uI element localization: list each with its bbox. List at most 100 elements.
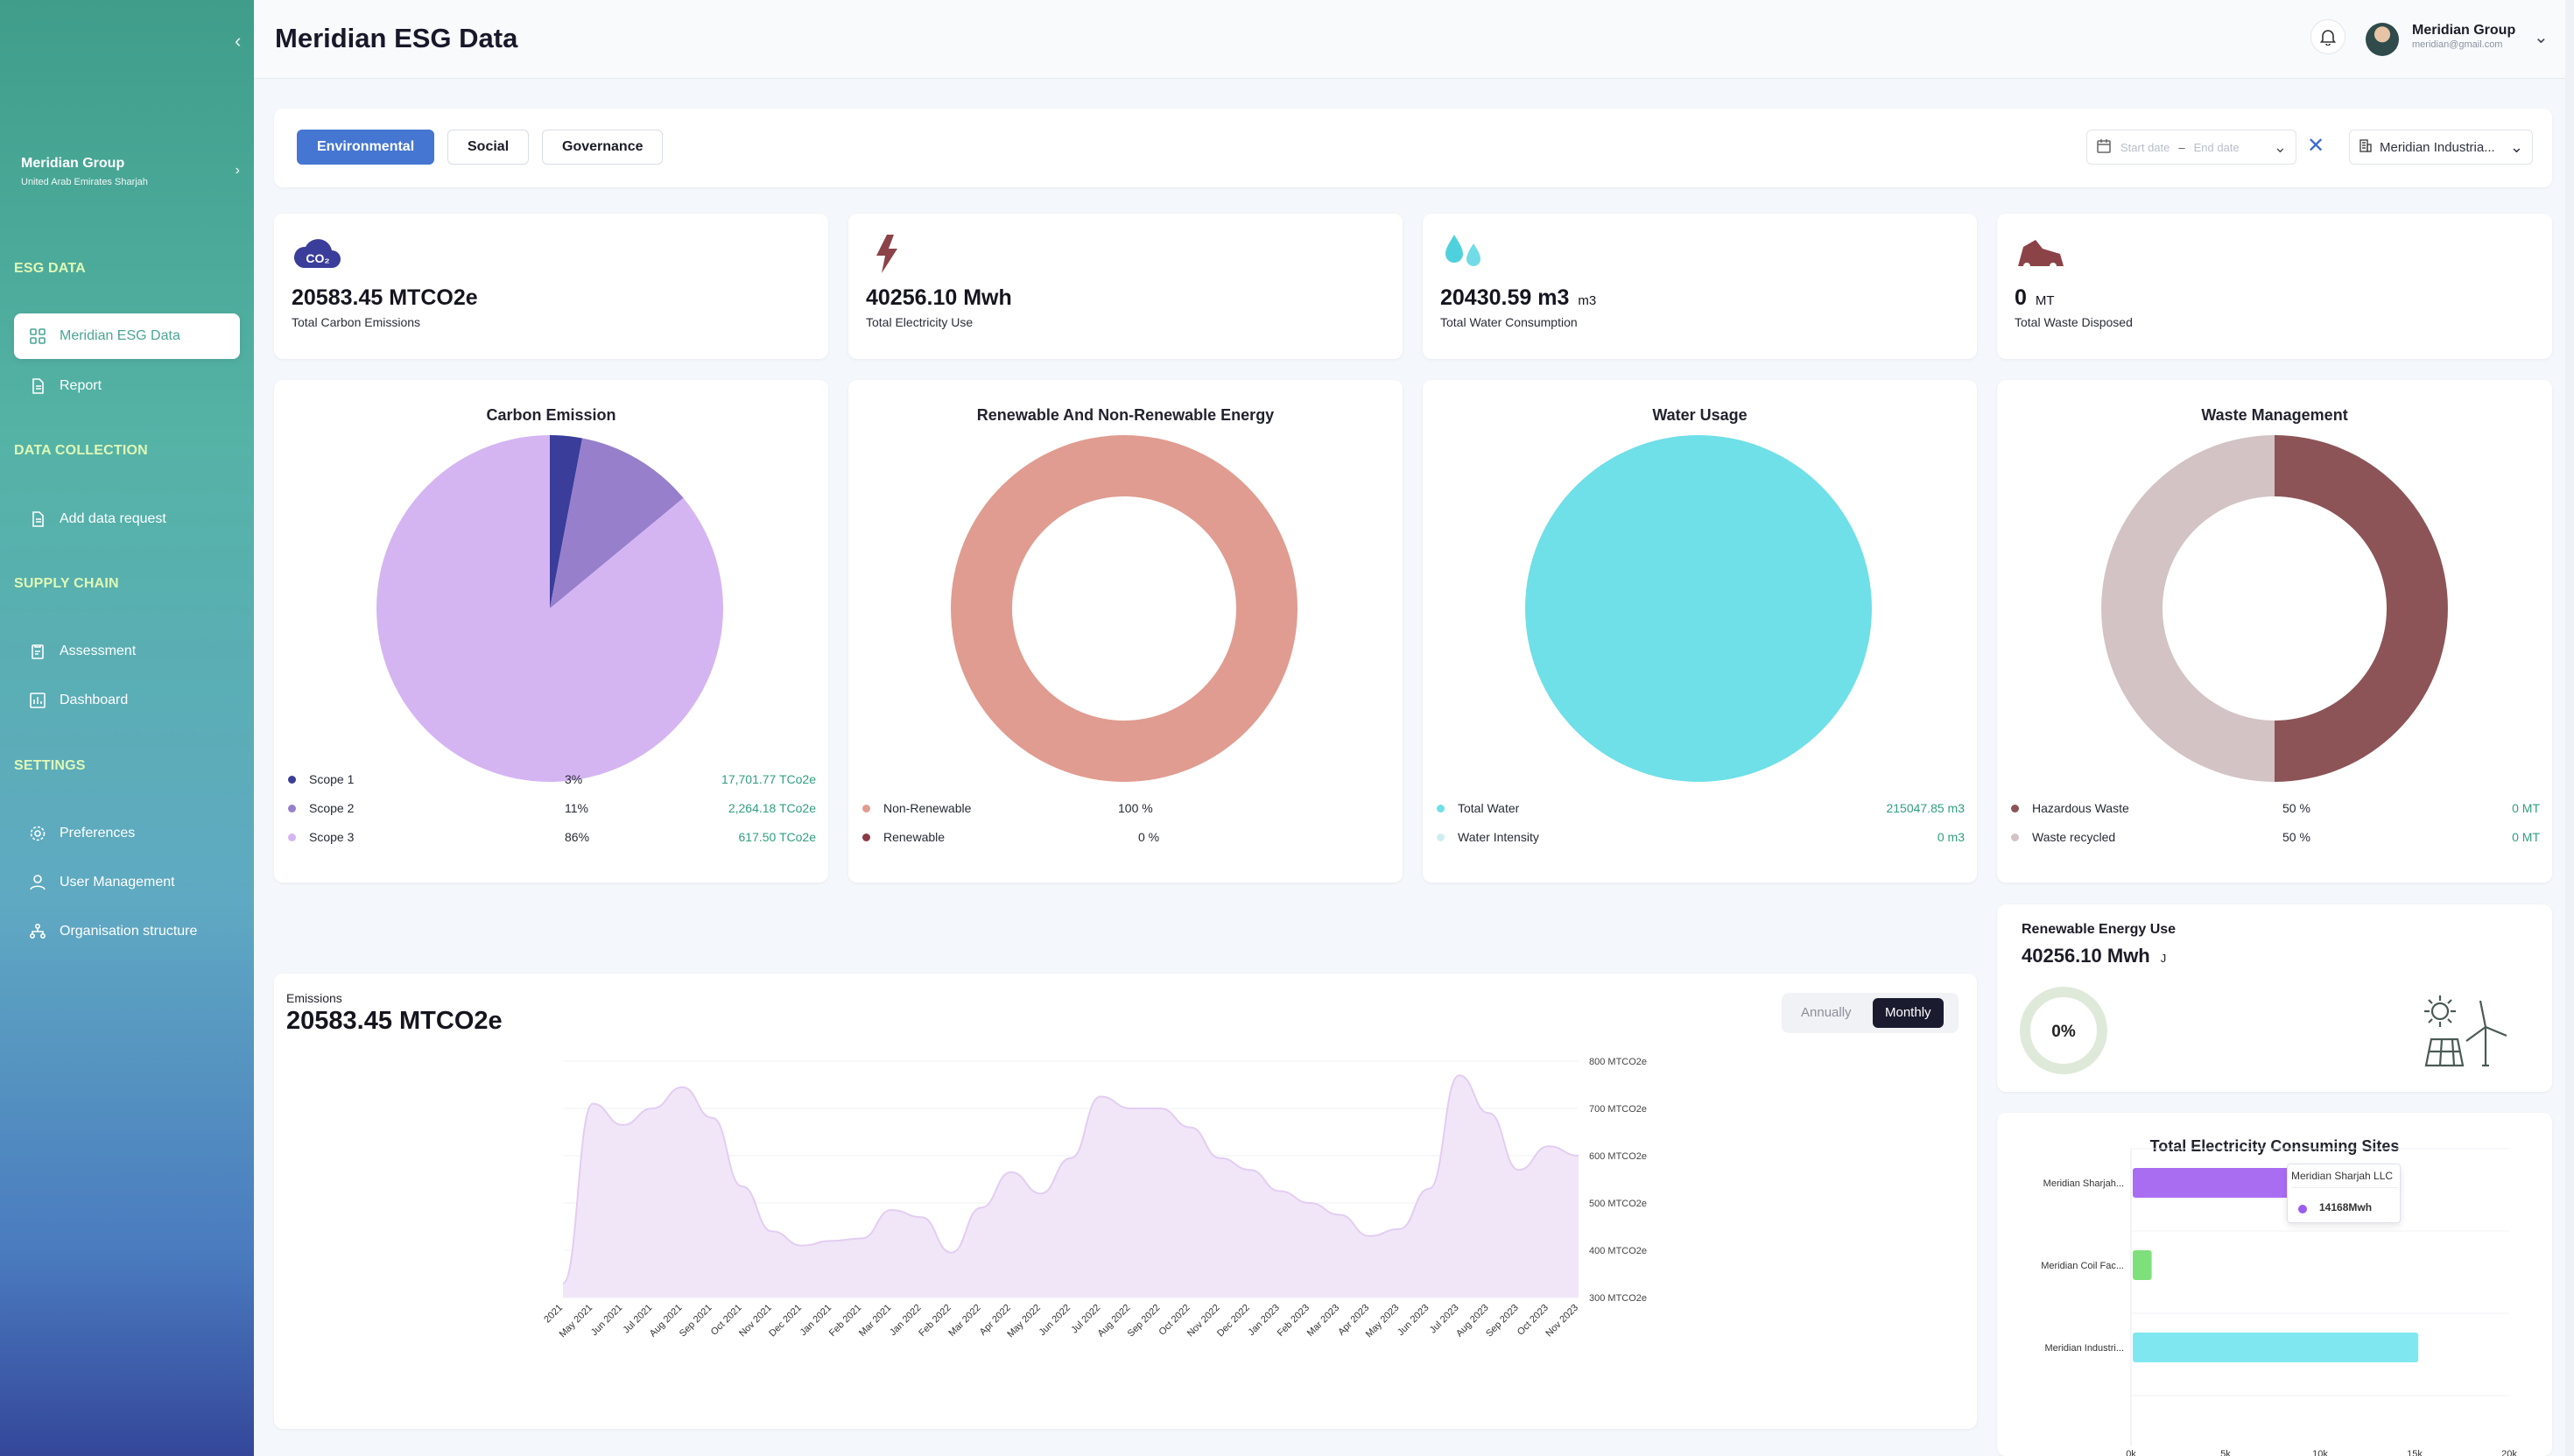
chevron-left-icon[interactable]: ‹ xyxy=(235,30,242,52)
kpi-label: Total Carbon Emissions xyxy=(292,315,421,329)
legend-percent: 0 % xyxy=(1138,830,1160,844)
emissions-area-chart: 300 MTCO2e 400 MTCO2e 500 MTCO2e 600 MTCO2e… xyxy=(542,1057,1647,1340)
donut-hole xyxy=(1012,496,1236,721)
sidebar-item-label: Assessment xyxy=(60,644,137,658)
water-usage-card: Water Usage Total Water 215047.85 m3 Wat… xyxy=(1423,380,1977,883)
sidebar-item-label: Dashboard xyxy=(60,693,129,707)
legend-dot xyxy=(2011,805,2019,812)
legend-percent: 86% xyxy=(565,830,590,844)
x-tick-label: Dec 2021 xyxy=(767,1303,804,1340)
x-tick-label: Mar 2021 xyxy=(857,1303,893,1339)
legend-scope-1: Scope 1 3% 17,701.77 TCo2e xyxy=(288,770,816,790)
toggle-monthly[interactable]: Monthly xyxy=(1873,998,1944,1028)
clear-filter-icon[interactable]: ✕ xyxy=(2307,134,2325,158)
sidebar-item-preferences[interactable]: Preferences xyxy=(14,811,240,856)
x-tick-label: Jun 2021 xyxy=(589,1303,624,1338)
site-bar[interactable] xyxy=(2133,1333,2419,1362)
chart-title: Water Usage xyxy=(1652,406,1748,424)
legend-dot xyxy=(288,805,296,812)
legend-name: Non-Renewable xyxy=(883,801,972,815)
y-tick-label: 700 MTCO2e xyxy=(1589,1104,1647,1115)
legend-water-intensity: Water Intensity 0 m3 xyxy=(1437,828,1965,848)
tab-governance[interactable]: Governance xyxy=(542,130,664,165)
legend-name: Waste recycled xyxy=(2032,830,2116,844)
chevron-down-icon[interactable]: ⌄ xyxy=(2534,28,2549,47)
co2-cloud-icon: CO₂ xyxy=(293,239,341,268)
site-select[interactable]: Meridian Industria... ⌄ xyxy=(2349,130,2533,165)
kpi-label: Total Waste Disposed xyxy=(2015,315,2133,329)
sidebar-item-organisation-structure[interactable]: Organisation structure xyxy=(14,909,240,954)
donut-hole xyxy=(2163,496,2387,721)
legend-dot xyxy=(862,834,870,841)
legend-scope-3: Scope 3 86% 617.50 TCo2e xyxy=(288,828,816,848)
sidebar-item-meridian-esg-data[interactable]: Meridian ESG Data xyxy=(14,313,240,359)
chevron-right-icon: › xyxy=(235,163,240,178)
carbon-emission-card: Carbon Emission Scope 1 3% 17,701.77 TCo… xyxy=(274,380,828,883)
legend-non-renewable: Non-Renewable 100 % xyxy=(862,799,1390,819)
legend-dot xyxy=(288,834,296,841)
renewable-progress-ring: 0% xyxy=(2020,987,2107,1074)
section-supply-chain: SUPPLY CHAIN xyxy=(14,576,119,591)
x-tick-label: Mar 2023 xyxy=(1305,1303,1341,1339)
avatar[interactable] xyxy=(2366,23,2399,56)
tab-environmental[interactable]: Environmental xyxy=(297,130,435,165)
tab-social[interactable]: Social xyxy=(447,130,530,165)
x-tick-label: 10k xyxy=(2312,1449,2328,1456)
grid-icon xyxy=(28,327,47,346)
pie-slice xyxy=(1525,435,1872,782)
org-name: Meridian Group xyxy=(21,156,125,171)
date-range-picker[interactable]: Start date – End date ⌄ xyxy=(2086,130,2296,165)
end-date-field[interactable]: End date xyxy=(2193,140,2240,154)
electricity-sites-bar-chart: Meridian Sharjah... Meridian Coil Fac... M… xyxy=(2041,1148,2517,1456)
x-tick-label: Nov 2023 xyxy=(1544,1303,1580,1340)
pie-slice xyxy=(550,435,583,608)
legend-percent: 100 % xyxy=(1118,801,1153,815)
filter-bar: Environmental Social Governance Start da… xyxy=(274,109,2552,187)
legend-name: Scope 1 xyxy=(309,772,355,786)
start-date-field[interactable]: Start date xyxy=(2120,140,2170,154)
bell-icon[interactable] xyxy=(2310,19,2345,54)
lightning-icon xyxy=(876,235,897,273)
sidebar-item-report[interactable]: Report xyxy=(14,363,240,409)
section-data-collection: DATA COLLECTION xyxy=(14,443,148,458)
document-icon xyxy=(28,376,47,396)
waste-donut-chart xyxy=(2101,435,2448,782)
x-tick-label: 15k xyxy=(2407,1449,2423,1456)
sidebar-item-dashboard[interactable]: Dashboard xyxy=(14,678,240,723)
section-settings: SETTINGS xyxy=(14,758,86,773)
kpi-unit: MT xyxy=(2035,293,2055,308)
kpi-unit: m3 xyxy=(1578,293,1597,308)
legend-dot xyxy=(1437,805,1445,812)
legend-value: 2,264.18 TCo2e xyxy=(728,801,816,815)
pie-slice xyxy=(550,438,684,608)
x-tick-label: Sep 2023 xyxy=(1484,1303,1521,1340)
kpi-card-carbon: CO₂ 20583.45 MTCO2e Total Carbon Emissio… xyxy=(274,214,828,359)
toggle-annually[interactable]: Annually xyxy=(1801,1005,1852,1020)
chart-title: Total Electricity Consuming Sites xyxy=(2149,1137,2400,1155)
legend-value: 0 MT xyxy=(2512,801,2540,815)
sidebar-item-add-data-request[interactable]: Add data request xyxy=(14,496,240,542)
y-tick-label: 500 MTCO2e xyxy=(1589,1199,1647,1209)
chart-title: Waste Management xyxy=(2201,406,2348,424)
water-pie-chart xyxy=(1525,435,1872,782)
org-switcher[interactable]: Meridian Group United Arab Emirates Shar… xyxy=(21,156,240,187)
page-title: Meridian ESG Data xyxy=(275,23,518,53)
kpi-value: 20430.59 m3 m3 xyxy=(1440,285,1597,310)
site-bar[interactable] xyxy=(2133,1250,2152,1280)
legend-percent: 50 % xyxy=(2282,801,2310,815)
chevron-down-icon: ⌄ xyxy=(2273,137,2287,156)
document-add-icon xyxy=(28,510,47,529)
legend-name: Hazardous Waste xyxy=(2032,801,2129,815)
org-location: United Arab Emirates Sharjah xyxy=(21,177,148,187)
y-tick-label: 800 MTCO2e xyxy=(1589,1057,1647,1067)
x-tick-label: Mar 2022 xyxy=(946,1303,982,1339)
sidebar-item-assessment[interactable]: Assessment xyxy=(14,629,240,674)
tooltip-value: 14168Mwh xyxy=(2319,1201,2373,1213)
period-toggle: Annually Monthly xyxy=(1782,993,1959,1033)
x-tick-label: Sep 2021 xyxy=(678,1303,714,1340)
top-header: Meridian ESG Data Meridian Group meridia… xyxy=(254,0,2574,79)
sidebar-item-user-management[interactable]: User Management xyxy=(14,860,240,905)
y-tick-label: 400 MTCO2e xyxy=(1589,1246,1647,1256)
user-name[interactable]: Meridian Group xyxy=(2412,23,2516,38)
tooltip-title: Meridian Sharjah LLC xyxy=(2291,1170,2398,1188)
